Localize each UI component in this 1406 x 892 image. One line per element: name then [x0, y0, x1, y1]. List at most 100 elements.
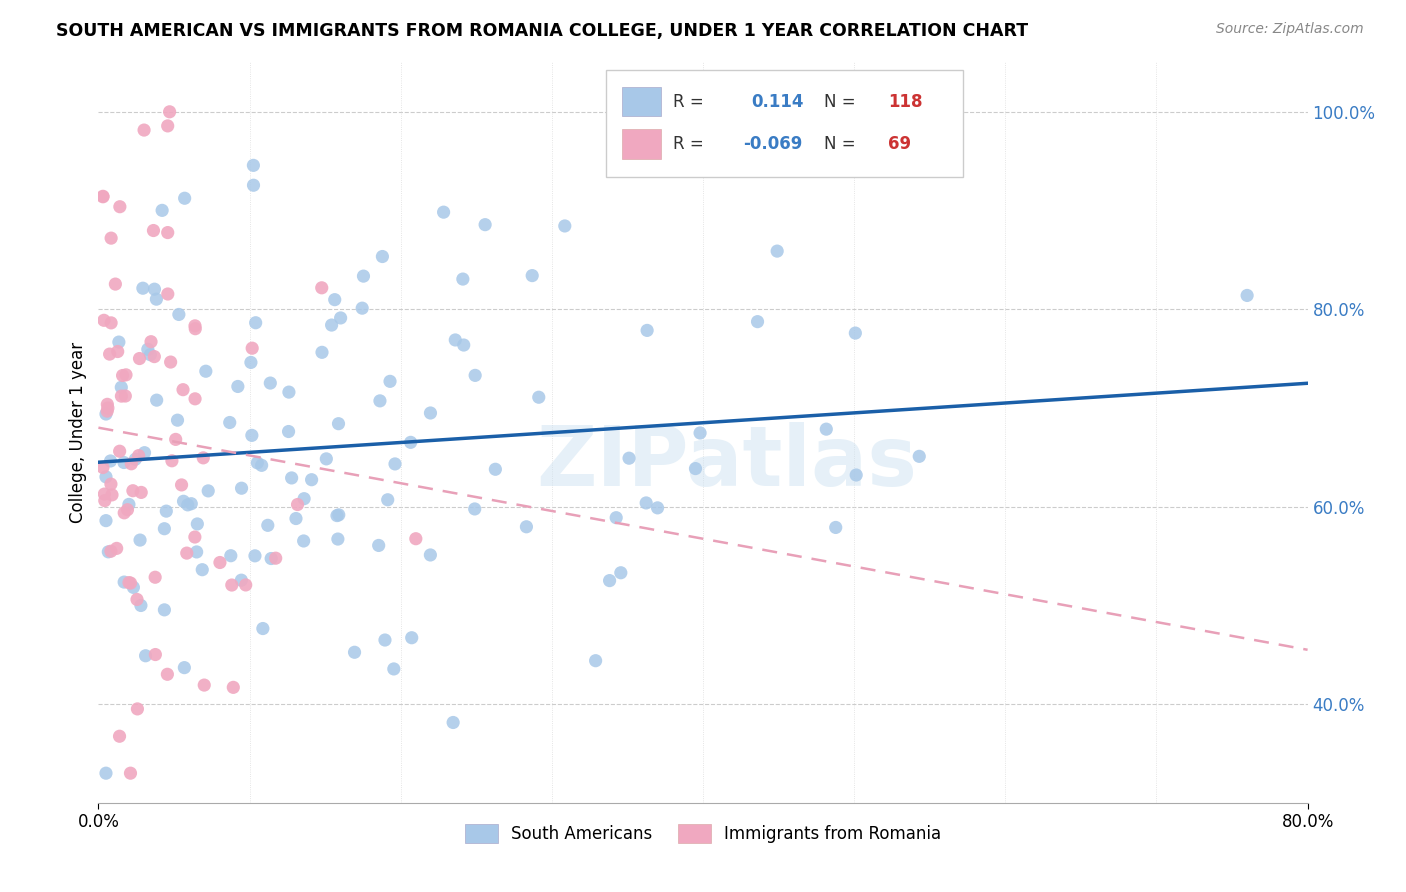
- Point: [112, 455, 135, 469]
- Point: [326, 532, 349, 546]
- Point: [285, 511, 308, 525]
- Point: [112, 506, 135, 520]
- Point: [352, 301, 374, 315]
- Point: [367, 538, 389, 552]
- Point: [252, 622, 274, 636]
- Point: [156, 667, 179, 681]
- Point: [128, 351, 150, 366]
- Point: [264, 551, 287, 566]
- Point: [433, 205, 456, 219]
- Point: [243, 549, 266, 563]
- Point: [173, 494, 195, 508]
- Point: [160, 454, 183, 468]
- Point: [260, 551, 283, 566]
- Point: [353, 269, 375, 284]
- Point: [250, 458, 273, 473]
- Point: [96, 397, 118, 411]
- Point: [142, 223, 165, 237]
- Point: [96, 404, 118, 418]
- Point: [139, 334, 162, 349]
- Point: [118, 575, 141, 590]
- FancyBboxPatch shape: [621, 87, 661, 117]
- Point: [184, 392, 207, 406]
- Point: [277, 385, 299, 400]
- Point: [143, 350, 166, 364]
- Point: [97, 401, 120, 415]
- Point: [110, 389, 132, 403]
- Point: [111, 368, 134, 383]
- Point: [180, 497, 202, 511]
- Point: [246, 456, 269, 470]
- Point: [374, 633, 396, 648]
- Text: 0.114: 0.114: [751, 93, 804, 111]
- Point: [484, 462, 506, 476]
- Point: [193, 450, 215, 465]
- Point: [177, 498, 200, 512]
- Point: [94, 493, 117, 508]
- Point: [221, 578, 243, 592]
- Point: [108, 335, 131, 350]
- Point: [815, 422, 838, 436]
- Point: [689, 425, 711, 440]
- Point: [194, 364, 217, 378]
- Point: [515, 520, 537, 534]
- Point: [193, 678, 215, 692]
- Text: R =: R =: [672, 93, 709, 111]
- Point: [91, 189, 114, 203]
- Point: [112, 575, 135, 590]
- Point: [245, 316, 267, 330]
- Point: [419, 548, 441, 562]
- Point: [118, 497, 141, 511]
- Point: [636, 323, 658, 337]
- Point: [377, 492, 399, 507]
- Point: [93, 487, 115, 501]
- Point: [97, 545, 120, 559]
- Point: [107, 344, 129, 359]
- Text: Source: ZipAtlas.com: Source: ZipAtlas.com: [1216, 22, 1364, 37]
- Point: [125, 592, 148, 607]
- Point: [132, 123, 155, 137]
- Point: [167, 308, 190, 322]
- Point: [129, 533, 152, 547]
- Point: [599, 574, 621, 588]
- Point: [1236, 288, 1258, 302]
- Point: [197, 483, 219, 498]
- Point: [226, 379, 249, 393]
- Point: [129, 599, 152, 613]
- Point: [153, 603, 176, 617]
- Point: [326, 508, 349, 523]
- Point: [156, 119, 179, 133]
- FancyBboxPatch shape: [621, 129, 661, 159]
- Point: [159, 355, 181, 369]
- Point: [371, 250, 394, 264]
- Point: [115, 368, 138, 382]
- Point: [136, 343, 159, 357]
- Point: [91, 190, 114, 204]
- Point: [315, 451, 337, 466]
- Point: [554, 219, 576, 233]
- Point: [766, 244, 789, 259]
- Text: -0.069: -0.069: [742, 135, 803, 153]
- Point: [166, 413, 188, 427]
- Point: [153, 522, 176, 536]
- Text: N =: N =: [824, 93, 860, 111]
- Point: [135, 648, 157, 663]
- Point: [170, 478, 193, 492]
- Point: [172, 383, 194, 397]
- Point: [242, 178, 264, 193]
- Point: [186, 516, 208, 531]
- Point: [242, 158, 264, 172]
- Point: [844, 326, 866, 340]
- Point: [184, 318, 207, 333]
- Point: [143, 282, 166, 296]
- Point: [617, 451, 640, 466]
- Point: [218, 416, 240, 430]
- Text: R =: R =: [672, 135, 709, 153]
- Text: N =: N =: [824, 135, 860, 153]
- Point: [277, 425, 299, 439]
- Point: [401, 631, 423, 645]
- Point: [110, 380, 132, 394]
- Point: [328, 417, 350, 431]
- Point: [636, 496, 658, 510]
- Point: [120, 457, 142, 471]
